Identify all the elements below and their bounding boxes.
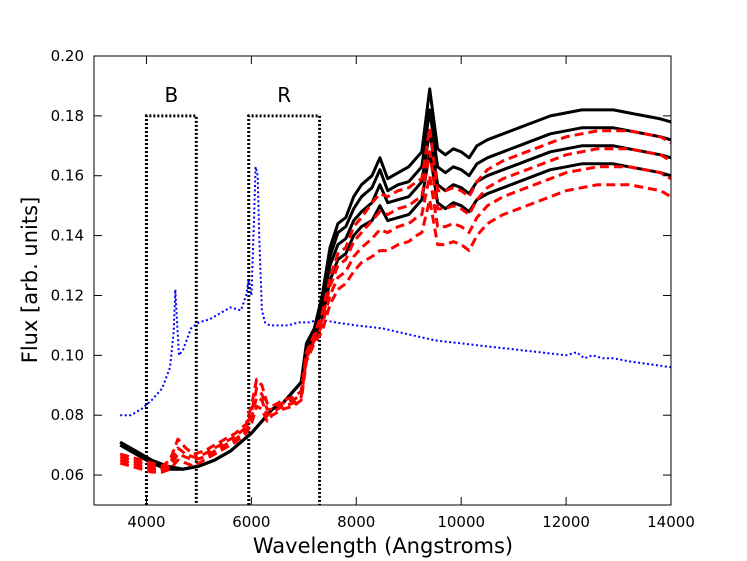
band-label-r: R (277, 83, 291, 107)
y-tick-label: 0.16 (51, 167, 84, 185)
y-tick-label: 0.18 (51, 107, 84, 125)
x-tick-label: 8000 (337, 513, 375, 531)
y-tick-label: 0.10 (51, 346, 84, 364)
series-line-9 (119, 126, 672, 468)
series-layer (119, 87, 672, 474)
series-line-8 (119, 147, 672, 471)
band-box-b (144, 114, 198, 505)
y-tick-label: 0.20 (51, 47, 84, 65)
series-line-7 (119, 165, 672, 471)
y-tick-label: 0.12 (51, 286, 84, 304)
x-tick-label: 14000 (647, 513, 695, 531)
x-axis-title: Wavelength (Angstroms) (253, 534, 513, 558)
y-tick-label: 0.14 (51, 227, 84, 245)
x-tick-label: 4000 (127, 513, 165, 531)
x-tick-label: 10000 (437, 513, 485, 531)
band-box-r (247, 114, 322, 505)
y-tick-label: 0.08 (51, 406, 84, 424)
axes: 4000 6000 8000 10000 12000 14000 0.06 0.08 0.10 0… (51, 47, 695, 531)
series-line-5 (119, 87, 672, 471)
x-tick-label: 12000 (542, 513, 590, 531)
y-tick-label: 0.06 (51, 466, 84, 484)
y-axis-title: Flux [arb. units] (18, 197, 42, 364)
x-tick-label: 6000 (232, 513, 270, 531)
series-line-3 (119, 129, 672, 471)
plot-frame (93, 55, 672, 506)
band-label-b: B (165, 83, 179, 107)
series-line-1 (120, 165, 672, 417)
series-line-6 (119, 183, 672, 474)
